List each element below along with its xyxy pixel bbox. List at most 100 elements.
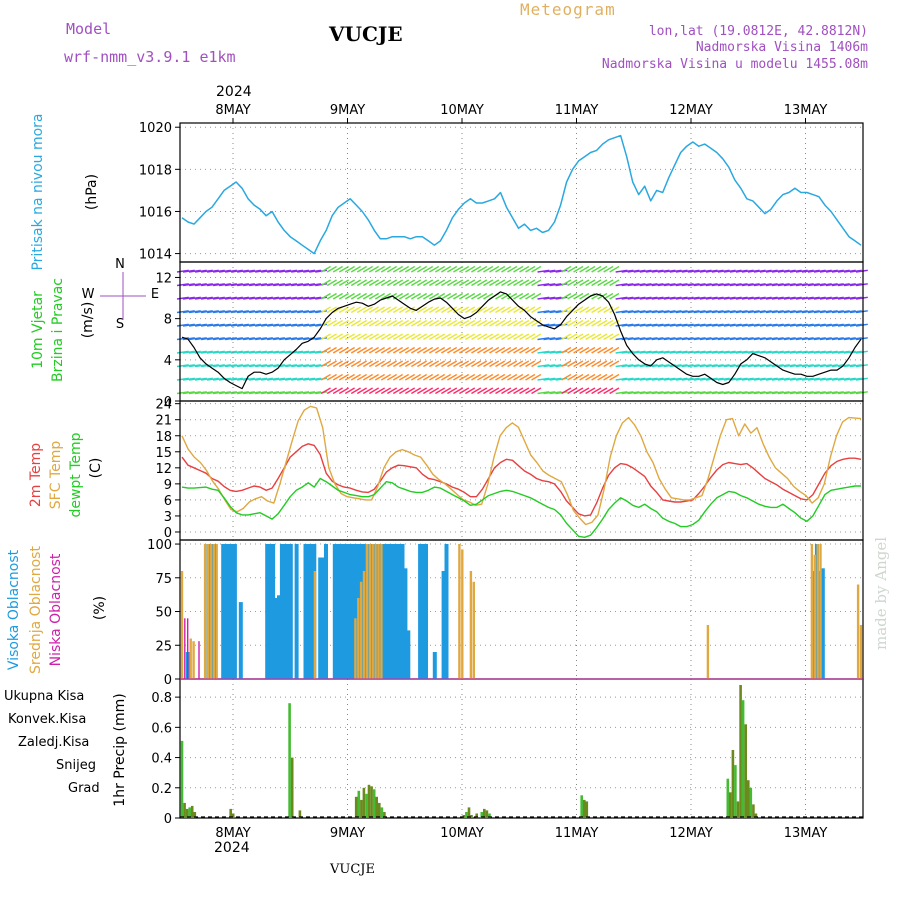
wind-barb bbox=[309, 323, 322, 327]
wind-barb bbox=[753, 323, 766, 327]
wind-barb bbox=[783, 337, 796, 341]
ytick-label: 15 bbox=[155, 446, 172, 461]
wind-barb bbox=[356, 360, 367, 368]
wind-barb bbox=[483, 292, 494, 300]
wind-barb bbox=[188, 377, 201, 381]
wind-barb bbox=[585, 346, 596, 354]
precip-bar bbox=[288, 703, 291, 818]
wind-barb bbox=[279, 296, 292, 300]
wind-barb bbox=[291, 269, 304, 273]
high-cloud-bar bbox=[341, 544, 346, 679]
wind-barb bbox=[759, 323, 772, 327]
wind-barb bbox=[309, 350, 322, 354]
wind-barb bbox=[723, 296, 736, 300]
wind-barb bbox=[344, 346, 355, 354]
wind-barb bbox=[801, 350, 814, 354]
high-cloud-bar bbox=[385, 544, 390, 679]
ytick-label: 12 bbox=[155, 462, 172, 477]
wind-barb bbox=[489, 373, 500, 381]
high-cloud-bar bbox=[335, 544, 340, 679]
wind-barb bbox=[230, 296, 243, 300]
high-cloud-bar bbox=[294, 544, 299, 679]
wind-barb bbox=[303, 310, 316, 314]
wind-barb bbox=[729, 310, 742, 314]
wind-barb bbox=[356, 373, 367, 381]
wind-barb bbox=[831, 377, 844, 381]
wind-barb bbox=[669, 377, 682, 381]
wind-barb bbox=[849, 391, 862, 395]
ytick-label: 100 bbox=[147, 538, 172, 553]
wind-barb bbox=[669, 283, 682, 287]
wind-barb bbox=[819, 323, 832, 327]
wind-barb bbox=[777, 350, 790, 354]
wind-barb bbox=[855, 337, 868, 341]
wind-barb bbox=[350, 333, 361, 341]
wind-barb bbox=[465, 346, 476, 354]
mid-cloud-bar bbox=[368, 544, 371, 679]
wind-barb bbox=[627, 283, 640, 287]
wind-barb bbox=[507, 346, 518, 354]
wind-barb bbox=[267, 377, 280, 381]
wind-barb bbox=[350, 319, 361, 327]
wind-barb bbox=[723, 269, 736, 273]
high-cloud-bar bbox=[268, 544, 273, 679]
wind-barb bbox=[795, 364, 808, 368]
ytick-label: 0.6 bbox=[151, 721, 172, 736]
wind-barb bbox=[320, 360, 331, 368]
wind-barb bbox=[501, 265, 512, 273]
wind-barb bbox=[309, 391, 322, 395]
day-label-top: 9MAY bbox=[330, 103, 365, 118]
wind-barb bbox=[404, 292, 416, 300]
wind-barb bbox=[273, 323, 286, 327]
wind-barb bbox=[326, 360, 337, 368]
high-cloud-bar bbox=[265, 544, 270, 679]
wind-barb bbox=[224, 364, 237, 368]
ytick-label: 3 bbox=[164, 510, 172, 525]
wind-barb bbox=[255, 323, 267, 327]
wind-barb bbox=[350, 360, 361, 368]
low-cloud-bar bbox=[187, 618, 189, 679]
wind-barb bbox=[567, 292, 578, 300]
wind-barb bbox=[837, 337, 850, 341]
wind-barb bbox=[188, 269, 201, 273]
wind-barb bbox=[392, 319, 404, 327]
day-label-top: 12MAY bbox=[669, 103, 713, 118]
wind-barb bbox=[645, 350, 658, 354]
wind-barb bbox=[242, 269, 255, 273]
wind-barb bbox=[374, 306, 385, 314]
wind-barb bbox=[303, 391, 316, 395]
wind-barb bbox=[525, 360, 536, 368]
wind-barb bbox=[255, 283, 267, 287]
wind-barb bbox=[627, 377, 640, 381]
wind-barb bbox=[338, 346, 349, 354]
wind-barb bbox=[765, 350, 778, 354]
wind-barb bbox=[711, 350, 724, 354]
wind-barb bbox=[501, 306, 512, 314]
wind-barb bbox=[849, 377, 862, 381]
wind-barb bbox=[849, 296, 862, 300]
wind-barb bbox=[741, 364, 754, 368]
wind-barb bbox=[416, 373, 428, 381]
wind-barb bbox=[843, 391, 856, 395]
wind-barb bbox=[273, 310, 286, 314]
wind-barb bbox=[398, 292, 410, 300]
wind-barb bbox=[651, 391, 664, 395]
wind-barb bbox=[681, 269, 694, 273]
wind-barb bbox=[374, 265, 385, 273]
wind-barb bbox=[525, 387, 536, 395]
wind-barb bbox=[567, 360, 578, 368]
wind-barb bbox=[549, 337, 562, 341]
wind-barb bbox=[783, 269, 796, 273]
wind-barb bbox=[483, 319, 494, 327]
wind-barb bbox=[279, 337, 292, 341]
high-cloud-bar bbox=[303, 544, 308, 679]
wind-barb bbox=[447, 319, 458, 327]
wind-barb bbox=[350, 265, 361, 273]
wind-barb bbox=[267, 391, 280, 395]
wind-barb bbox=[573, 333, 584, 341]
wind-barb bbox=[663, 337, 676, 341]
wind-barb bbox=[561, 387, 572, 395]
precip-bar bbox=[183, 802, 186, 818]
wind-barb bbox=[182, 269, 195, 273]
wind-barb bbox=[621, 310, 634, 314]
